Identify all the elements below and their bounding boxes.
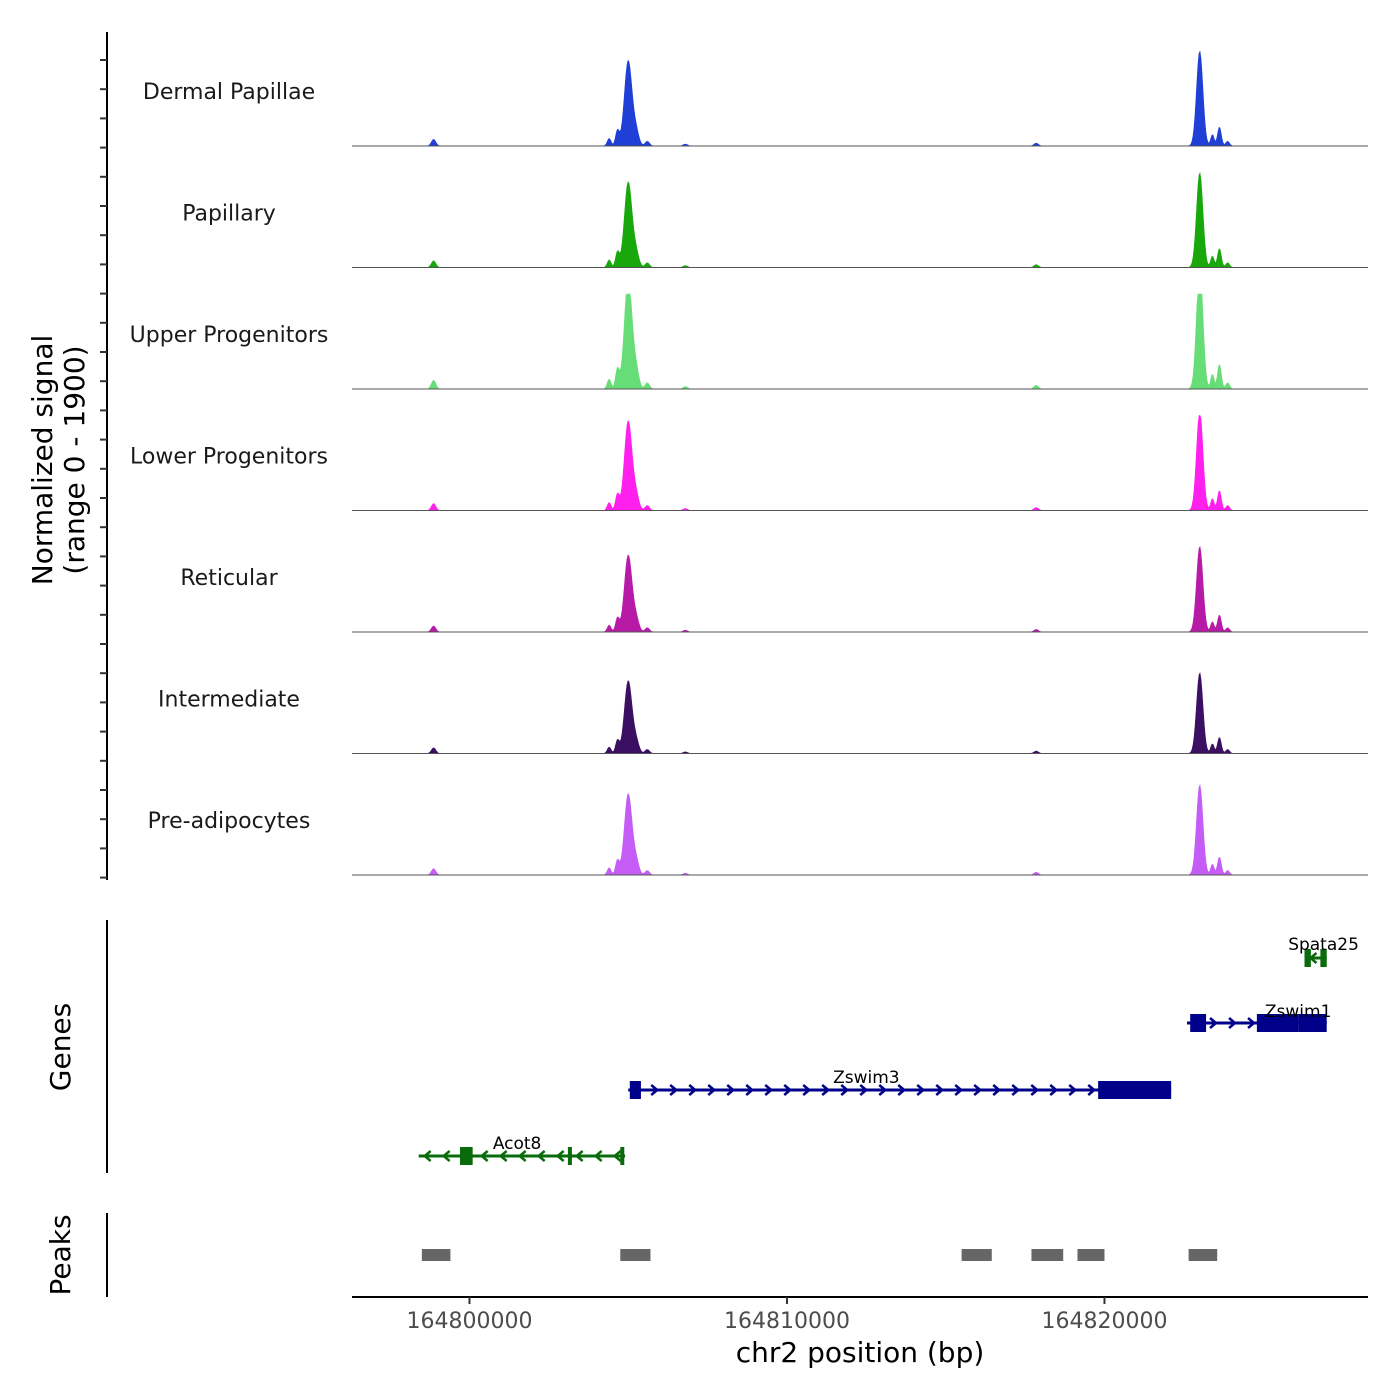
x-tick-label: 164800000 — [406, 1309, 532, 1334]
strand-arrow — [422, 1150, 432, 1162]
strand-arrow — [574, 1150, 584, 1162]
strand-arrow — [650, 1084, 660, 1096]
coverage-area — [352, 171, 1368, 268]
track-label: Lower Progenitors — [130, 445, 328, 470]
track-label: Reticular — [180, 566, 278, 591]
strand-arrow — [479, 1150, 489, 1162]
coverage-area — [352, 545, 1368, 633]
strand-arrow — [536, 1150, 546, 1162]
track-label: Upper Progenitors — [130, 323, 329, 348]
strand-arrow — [1030, 1084, 1040, 1096]
strand-arrow — [612, 1150, 622, 1162]
track-label: Pre-adipocytes — [148, 809, 311, 834]
strand-arrow — [935, 1084, 945, 1096]
coverage-area — [352, 672, 1368, 754]
strand-arrow — [498, 1150, 508, 1162]
peak-region — [1031, 1249, 1064, 1261]
gene-exon — [620, 1147, 625, 1165]
strand-arrow — [1011, 1084, 1021, 1096]
strand-arrow — [688, 1084, 698, 1096]
coverage-track: Intermediate — [158, 672, 1368, 754]
peak-region — [1077, 1249, 1105, 1261]
strand-arrow — [669, 1084, 679, 1096]
strand-arrow — [859, 1084, 869, 1096]
y-axis-title: Normalized signal (range 0 - 1900) — [26, 335, 91, 586]
y-axis-title-line2: (range 0 - 1900) — [58, 345, 91, 574]
gene-exon — [1298, 1014, 1327, 1032]
coverage-tracks: Dermal Papillae Papillary Upper Progenitor… — [130, 50, 1368, 876]
coverage-track: Lower Progenitors — [130, 415, 1368, 511]
strand-arrow — [821, 1084, 831, 1096]
coverage-track: Dermal Papillae — [143, 50, 1368, 147]
strand-arrow — [1247, 1017, 1256, 1029]
coverage-area — [352, 50, 1368, 147]
peak-region — [1188, 1249, 1218, 1261]
x-axis-ticks: 164800000 164810000 164820000 — [406, 1297, 1167, 1334]
gene-exon — [629, 1081, 641, 1099]
peak-region — [421, 1249, 451, 1261]
strand-arrow — [916, 1084, 926, 1096]
track-label: Intermediate — [158, 688, 300, 713]
track-label: Papillary — [182, 202, 276, 227]
coverage-track: Reticular — [180, 545, 1368, 633]
gene-track: Spata25 Zswim1 Zswim3 Acot8 — [418, 935, 1359, 1165]
strand-arrow — [726, 1084, 736, 1096]
strand-arrow — [954, 1084, 964, 1096]
gene-exon — [459, 1147, 473, 1165]
x-axis-title: chr2 position (bp) — [736, 1336, 985, 1369]
gene-model: Spata25 — [1288, 935, 1359, 967]
strand-arrow — [1068, 1084, 1078, 1096]
gene-label: Acot8 — [493, 1134, 542, 1154]
strand-arrow — [764, 1084, 774, 1096]
strand-arrow — [783, 1084, 793, 1096]
gene-model: Zswim3 — [628, 1068, 1172, 1099]
strand-arrow — [897, 1084, 907, 1096]
strand-arrow — [555, 1150, 565, 1162]
gene-label: Zswim1 — [1265, 1002, 1332, 1022]
gene-exon — [1256, 1014, 1299, 1032]
coverage-track: Pre-adipocytes — [148, 784, 1368, 876]
strand-arrow — [1049, 1084, 1059, 1096]
gene-exon — [1190, 1014, 1207, 1032]
strand-arrow — [707, 1084, 717, 1096]
gene-model: Zswim1 — [1187, 1002, 1331, 1032]
coverage-area — [352, 784, 1368, 876]
coverage-track: Upper Progenitors — [130, 293, 1368, 390]
coverage-area — [352, 293, 1368, 390]
y-axis-title-line1: Normalized signal — [26, 335, 59, 586]
track-label: Dermal Papillae — [143, 80, 315, 105]
gene-label: Spata25 — [1288, 935, 1359, 955]
gene-exon — [1098, 1081, 1172, 1099]
strand-arrow — [973, 1084, 983, 1096]
strand-arrow — [878, 1084, 888, 1096]
strand-arrow — [1209, 1017, 1218, 1029]
strand-arrow — [745, 1084, 755, 1096]
peaks-track-title: Peaks — [44, 1214, 77, 1295]
x-tick-label: 164810000 — [724, 1309, 850, 1334]
gene-model: Acot8 — [418, 1134, 626, 1165]
peak-region — [620, 1249, 651, 1261]
genes-track-title: Genes — [44, 1003, 77, 1091]
strand-arrow — [992, 1084, 1002, 1096]
gene-exon — [1304, 949, 1311, 967]
strand-arrow — [1228, 1017, 1237, 1029]
strand-arrow — [840, 1084, 850, 1096]
strand-arrow — [1087, 1084, 1097, 1096]
coverage-track: Papillary — [182, 171, 1368, 268]
x-tick-label: 164820000 — [1041, 1309, 1167, 1334]
strand-arrow — [593, 1150, 603, 1162]
coverage-y-ticks — [100, 59, 107, 879]
gene-exon — [1320, 949, 1327, 967]
peak-region — [961, 1249, 992, 1261]
gene-label: Zswim3 — [833, 1068, 900, 1088]
strand-arrow — [441, 1150, 451, 1162]
coverage-area — [352, 415, 1368, 511]
strand-arrow — [517, 1150, 527, 1162]
peak-track — [421, 1249, 1218, 1261]
strand-arrow — [802, 1084, 812, 1096]
gene-exon — [567, 1147, 572, 1165]
